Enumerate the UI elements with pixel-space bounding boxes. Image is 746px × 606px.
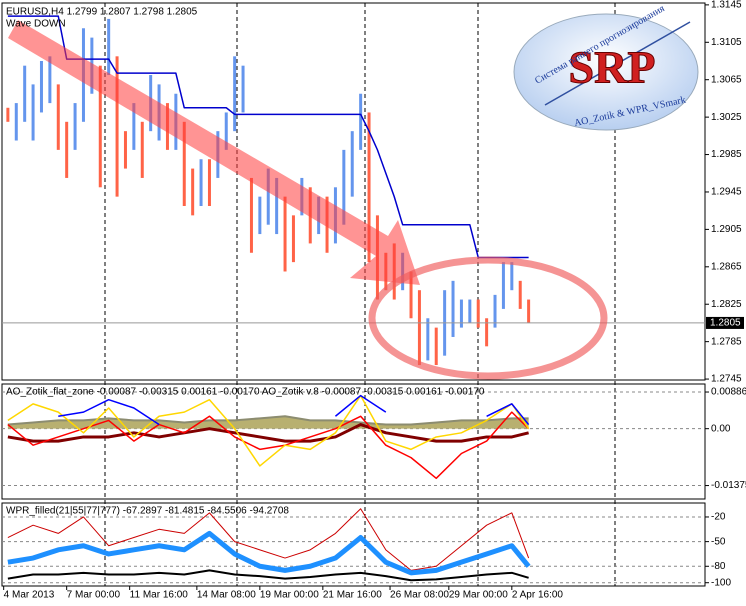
price-bar [359, 93, 363, 150]
chart-subtitle: Wave DOWN [6, 19, 66, 30]
price-bar [417, 290, 421, 366]
price-bar [191, 168, 195, 216]
last-price-box [706, 316, 744, 329]
chart-title: EURUSD,H4 1.2799 1.2807 1.2798 1.2805 [6, 7, 198, 18]
last-price-label: 1.2805 [710, 318, 741, 329]
x-tick-label: 26 Mar 08:00 [390, 590, 449, 601]
price-bar [434, 327, 438, 366]
price-bar [207, 159, 211, 206]
indicator-title: WPR_filled(21|55|77|777) -67.2897 -81.48… [6, 506, 289, 517]
price-bar [73, 103, 77, 150]
price-bar [485, 318, 489, 347]
price-bar [56, 84, 60, 150]
price-bar [123, 131, 127, 169]
price-bar [224, 112, 228, 150]
price-bar [233, 56, 237, 132]
price-bar [132, 103, 136, 150]
price-bar [6, 107, 10, 122]
highlight-ellipse [368, 256, 608, 380]
series-line [7, 423, 529, 443]
price-bar [409, 271, 413, 319]
y-tick-label: 1.2785 [711, 336, 742, 347]
y-tick-label: -0.01375 [711, 480, 746, 491]
y-tick-label: 1.3145 [711, 0, 742, 11]
series-line [7, 508, 530, 571]
price-bar [14, 103, 18, 141]
x-tick-label: 29 Mar 00:00 [449, 590, 508, 601]
y-tick-label: 1.2945 [711, 187, 742, 198]
y-tick-label: 1.2905 [711, 224, 742, 235]
price-bar [182, 121, 186, 206]
price-bar [98, 65, 102, 188]
x-tick-label: 2 Apr 16:00 [512, 590, 564, 601]
price-bar [65, 121, 69, 178]
price-bar [350, 131, 354, 197]
y-tick-label: -50 [711, 536, 726, 547]
price-bar [48, 56, 52, 104]
price-bar [115, 56, 119, 197]
x-tick-label: 11 Mar 16:00 [130, 590, 189, 601]
price-bar [510, 262, 514, 291]
x-tick-label: 14 Mar 08:00 [197, 590, 256, 601]
price-bar [426, 318, 430, 361]
price-bar [493, 294, 497, 328]
y-tick-label: 1.3025 [711, 112, 742, 123]
price-bar [527, 299, 531, 323]
price-bar [468, 299, 472, 323]
price-bar [107, 18, 111, 76]
price-bar [249, 177, 253, 253]
series-line [7, 394, 530, 467]
y-tick-label: 1.2745 [711, 374, 742, 385]
period-separators [104, 3, 616, 586]
price-bar [501, 262, 505, 309]
series-line [7, 411, 530, 480]
y-tick-label: 1.2825 [711, 299, 742, 310]
price-bar [283, 196, 287, 272]
logo: SRP Система раннего прогнозирования AO_Z… [513, 3, 699, 131]
price-bar [31, 84, 35, 141]
price-bar [518, 280, 522, 309]
y-tick-label: 0.00886 [711, 387, 746, 398]
series-line [7, 530, 531, 576]
y-tick-label: -100 [711, 577, 731, 588]
price-bar [367, 112, 371, 263]
price-bar [23, 65, 27, 122]
y-tick-label: 1.3065 [711, 74, 742, 85]
logo-title: SRP [569, 42, 656, 93]
price-bar [266, 168, 270, 225]
y-tick-label: -20 [711, 512, 726, 523]
y-tick-label: -80 [711, 561, 726, 572]
price-bar [199, 159, 203, 206]
x-tick-label: 19 Mar 00:00 [260, 590, 319, 601]
series-line [7, 15, 529, 259]
y-tick-label: 1.2985 [711, 149, 742, 160]
price-bar [258, 196, 262, 235]
price-bar [342, 149, 346, 225]
price-bar [140, 121, 144, 178]
x-tick-label: 21 Mar 16:00 [323, 590, 382, 601]
series-line [334, 394, 387, 417]
x-tick-label: 7 Mar 00:00 [67, 590, 121, 601]
price-bar [459, 299, 463, 328]
x-tick-label: 4 Mar 2013 [4, 590, 55, 601]
area-fill [7, 416, 529, 429]
y-tick-label: 1.2865 [711, 261, 742, 272]
indicator-title: AO_Zotik_flat_zone -0.00087 -0.00315 0.0… [6, 387, 485, 398]
price-bar [241, 65, 245, 113]
price-bar [291, 215, 295, 263]
price-bar [275, 177, 279, 235]
y-tick-label: 1.3105 [711, 37, 742, 48]
y-tick-label: 0.00 [711, 423, 731, 434]
price-bar [476, 299, 480, 328]
price-bar [451, 280, 455, 337]
series-line [486, 403, 530, 426]
series-line [58, 398, 160, 426]
price-bar [39, 61, 43, 113]
trend-arrow [8, 20, 420, 285]
series-line [7, 569, 529, 582]
